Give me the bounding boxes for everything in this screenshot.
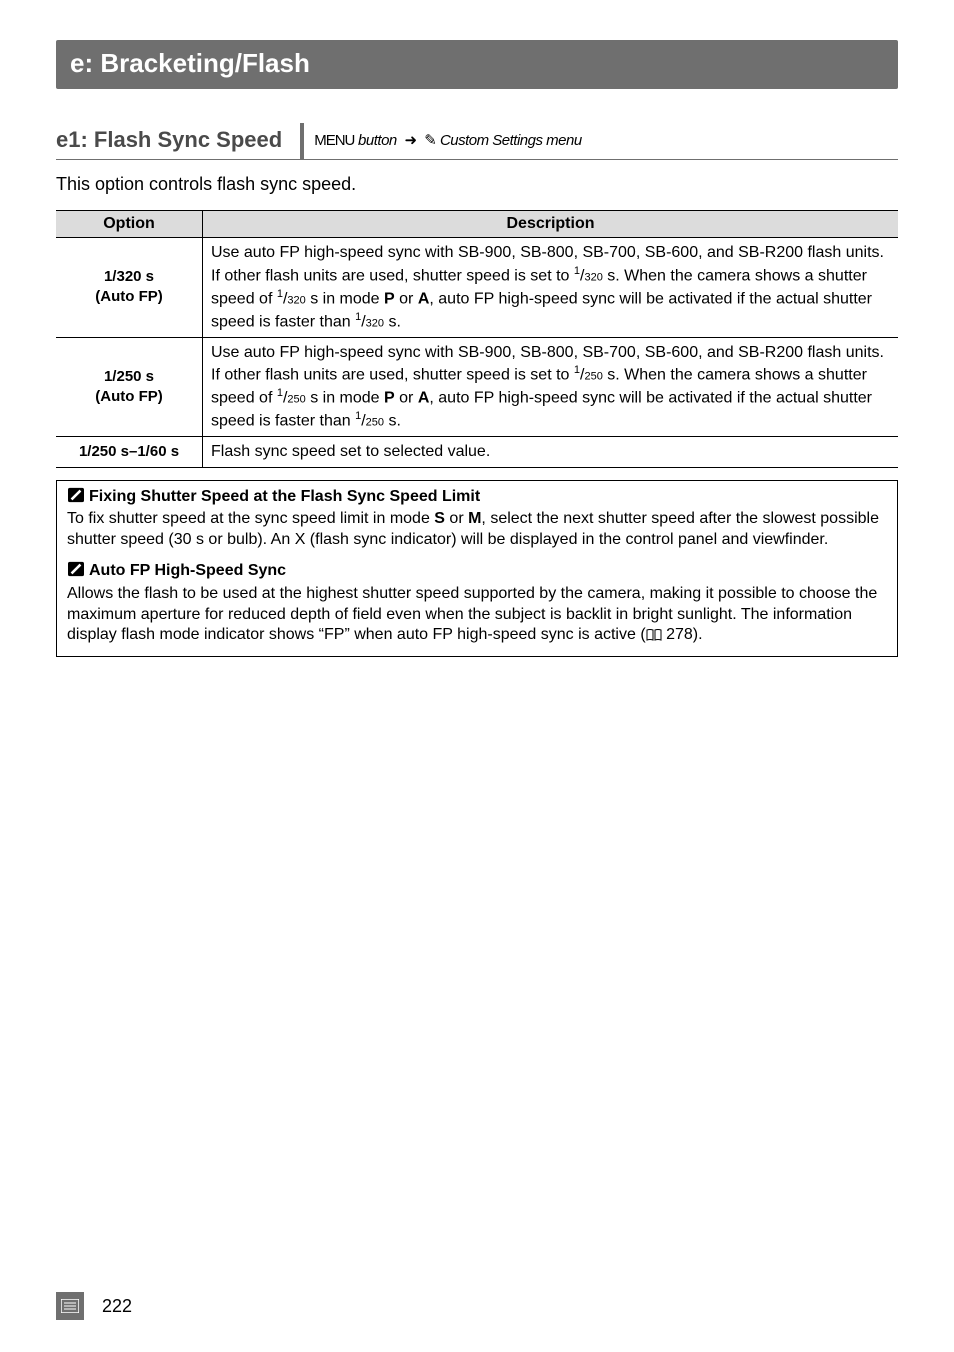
note-icon [67,487,85,503]
page-footer: 222 [56,1292,132,1320]
opt-line1: 1/320 s [104,268,154,285]
table-row: 1/250 s (Auto FP) Use auto FP high-speed… [56,337,898,436]
callout-body-2: Allows the flash to be used at the highe… [67,584,887,646]
page: e: Bracketing/Flash e1: Flash Sync Speed… [0,0,954,1352]
subhead-right: MENU button ➜ ✎ Custom Settings menu [300,123,898,159]
menu-button-label: MENU button ➜ ✎ Custom Settings menu [314,131,581,149]
section-banner: e: Bracketing/Flash [56,40,898,89]
callout-head-1: Fixing Shutter Speed at the Flash Sync S… [67,487,887,508]
opt-cell: 1/250 s (Auto FP) [56,337,203,436]
desc-cell: Use auto FP high-speed sync with SB-900,… [203,337,899,436]
table-row: 1/320 s (Auto FP) Use auto FP high-speed… [56,238,898,337]
book-icon [646,629,662,641]
opt-cell: 1/250 s–1/60 s [56,437,203,468]
th-option: Option [56,211,203,238]
callout-body-1: To fix shutter speed at the sync speed l… [67,509,887,551]
note-icon [67,561,85,577]
page-number: 222 [102,1296,132,1317]
th-description: Description [203,211,899,238]
table-row: 1/250 s–1/60 s Flash sync speed set to s… [56,437,898,468]
menu-suffix: Custom Settings menu [440,132,582,149]
menu-word: button [358,132,397,149]
pencil-icon: ✎ [424,132,436,149]
footer-badge-icon [56,1292,84,1320]
arrow-icon: ➜ [404,132,416,149]
subhead-row: e1: Flash Sync Speed MENU button ➜ ✎ Cus… [56,123,898,160]
callout-head-2: Auto FP High-Speed Sync [67,561,887,582]
callout-box: Fixing Shutter Speed at the Flash Sync S… [56,480,898,658]
desc-cell: Flash sync speed set to selected value. [203,437,899,468]
intro-text: This option controls flash sync speed. [56,172,898,196]
desc-cell: Use auto FP high-speed sync with SB-900,… [203,238,899,337]
options-table: Option Description 1/320 s (Auto FP) Use… [56,210,898,467]
opt-line2: (Auto FP) [95,388,162,405]
opt-line1: 1/250 s [104,368,154,385]
opt-line1: 1/250 s–1/60 s [79,443,179,460]
menu-prefix: MENU [314,132,354,149]
opt-line2: (Auto FP) [95,288,162,305]
section-banner-text: e: Bracketing/Flash [70,48,310,78]
subhead-title: e1: Flash Sync Speed [56,123,282,159]
opt-cell: 1/320 s (Auto FP) [56,238,203,337]
